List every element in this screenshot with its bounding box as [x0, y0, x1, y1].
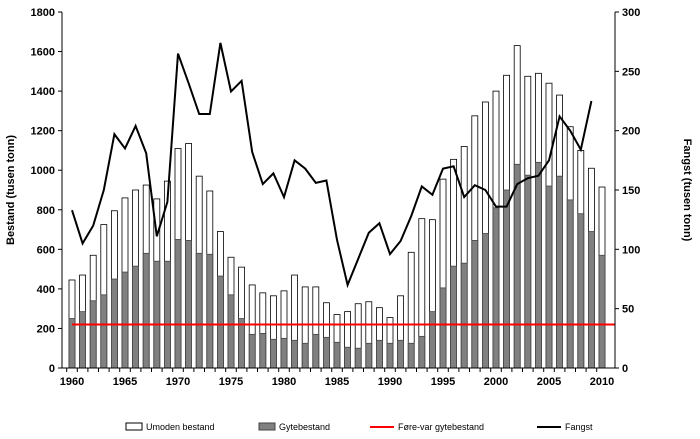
bar-gyte-1991: [397, 339, 405, 369]
bar-gyte-1965: [121, 271, 129, 369]
bar-gyte-1978: [259, 332, 267, 369]
bar-gyte-1975: [227, 294, 235, 369]
bar-gyte-1997: [460, 262, 468, 369]
bar-gyte-1973: [206, 253, 214, 369]
bar-gyte-1996: [450, 265, 458, 369]
legend-label-fangst: Fangst: [565, 422, 593, 432]
bar-gyte-1999: [481, 233, 489, 369]
x-tick-label: 1985: [325, 376, 349, 388]
bar-gyte-2010: [598, 254, 606, 369]
bar-gyte-1979: [269, 338, 277, 369]
bar-gyte-1987: [354, 347, 362, 369]
y2-tick-label: 200: [622, 126, 640, 138]
x-tick-label: 2005: [537, 376, 561, 388]
bar-gyte-2004: [535, 161, 542, 369]
bar-gyte-1980: [280, 337, 288, 369]
y-tick-label: 1400: [31, 86, 55, 98]
bar-gyte-1984: [322, 336, 330, 369]
bar-gyte-1961: [79, 311, 86, 369]
x-tick-label: 1975: [219, 376, 243, 388]
bar-gyte-1963: [100, 294, 108, 369]
x-tick-label: 2000: [484, 376, 508, 388]
bar-gyte-1968: [153, 260, 161, 369]
y-tick-label: 200: [37, 323, 55, 335]
bar-gyte-1969: [163, 260, 171, 369]
bar-gyte-2000: [492, 207, 500, 369]
bar-gyte-1962: [89, 300, 97, 369]
bar-gyte-1998: [471, 240, 479, 369]
bar-gyte-2003: [524, 174, 532, 369]
bar-gyte-1976: [238, 318, 246, 369]
bar-gyte-1966: [132, 265, 140, 369]
bar-gyte-1992: [407, 342, 415, 369]
y2-tick-label: 0: [622, 363, 628, 375]
bar-gyte-2007: [566, 199, 574, 369]
y-tick-label: 400: [37, 284, 55, 296]
y2-tick-label: 300: [622, 7, 640, 19]
bar-gyte-1970: [174, 239, 182, 369]
legend-swatch-umoden: [125, 422, 143, 431]
y2-tick-label: 250: [622, 66, 640, 78]
y-tick-label: 0: [49, 363, 55, 375]
x-tick-label: 1965: [113, 376, 137, 388]
bar-gyte-1985: [333, 341, 341, 369]
line-fangst: [71, 42, 593, 289]
bar-gyte-2001: [503, 189, 511, 369]
bar-gyte-1995: [439, 287, 447, 369]
bar-gyte-1986: [344, 346, 352, 369]
bar-gyte-2002: [513, 163, 521, 369]
bar-gyte-1983: [312, 333, 320, 369]
bar-gyte-1982: [301, 342, 309, 369]
bar-gyte-2008: [577, 213, 585, 369]
bar-gyte-1990: [386, 342, 394, 369]
bar-gyte-1967: [142, 252, 150, 369]
y-tick-label: 1000: [31, 165, 55, 177]
y2-axis-title: Fangst (tusen tonn): [681, 139, 693, 242]
bar-gyte-1960: [68, 318, 76, 369]
x-tick-label: 2010: [590, 376, 614, 388]
x-tick-label: 1990: [378, 376, 402, 388]
bar-gyte-1993: [418, 335, 426, 369]
legend-swatch-gyte: [258, 422, 276, 431]
x-tick-label: 1970: [166, 376, 190, 388]
y-tick-label: 1600: [31, 47, 55, 59]
x-tick-label: 1960: [60, 376, 84, 388]
bar-gyte-1989: [375, 339, 383, 369]
y2-tick-label: 50: [622, 304, 634, 316]
x-tick-label: 1995: [431, 376, 455, 388]
y2-tick-label: 150: [622, 185, 640, 197]
y-tick-label: 1800: [31, 7, 55, 19]
legend-label-umoden: Umoden bestand: [146, 422, 215, 432]
bar-gyte-2009: [588, 231, 595, 369]
y-tick-label: 600: [37, 244, 55, 256]
bar-gyte-1974: [216, 275, 224, 369]
bar-gyte-2005: [545, 185, 553, 369]
bar-gyte-1977: [248, 333, 256, 369]
legend-label-gyte: Gytebestand: [279, 422, 330, 432]
y-tick-label: 800: [37, 205, 55, 217]
bar-gyte-2006: [556, 175, 563, 369]
legend-label-fore-var: Føre-var gytebestand: [398, 422, 484, 432]
bar-gyte-1972: [195, 252, 203, 369]
bar-gyte-1988: [365, 342, 373, 369]
bar-gyte-1994: [428, 311, 436, 369]
y-axis-title: Bestand (tusen tonn): [5, 135, 17, 245]
bar-gyte-1971: [185, 240, 193, 369]
y2-tick-label: 100: [622, 244, 640, 256]
x-tick-label: 1980: [272, 376, 296, 388]
bar-gyte-1981: [291, 339, 299, 369]
y-tick-label: 1200: [31, 126, 55, 138]
